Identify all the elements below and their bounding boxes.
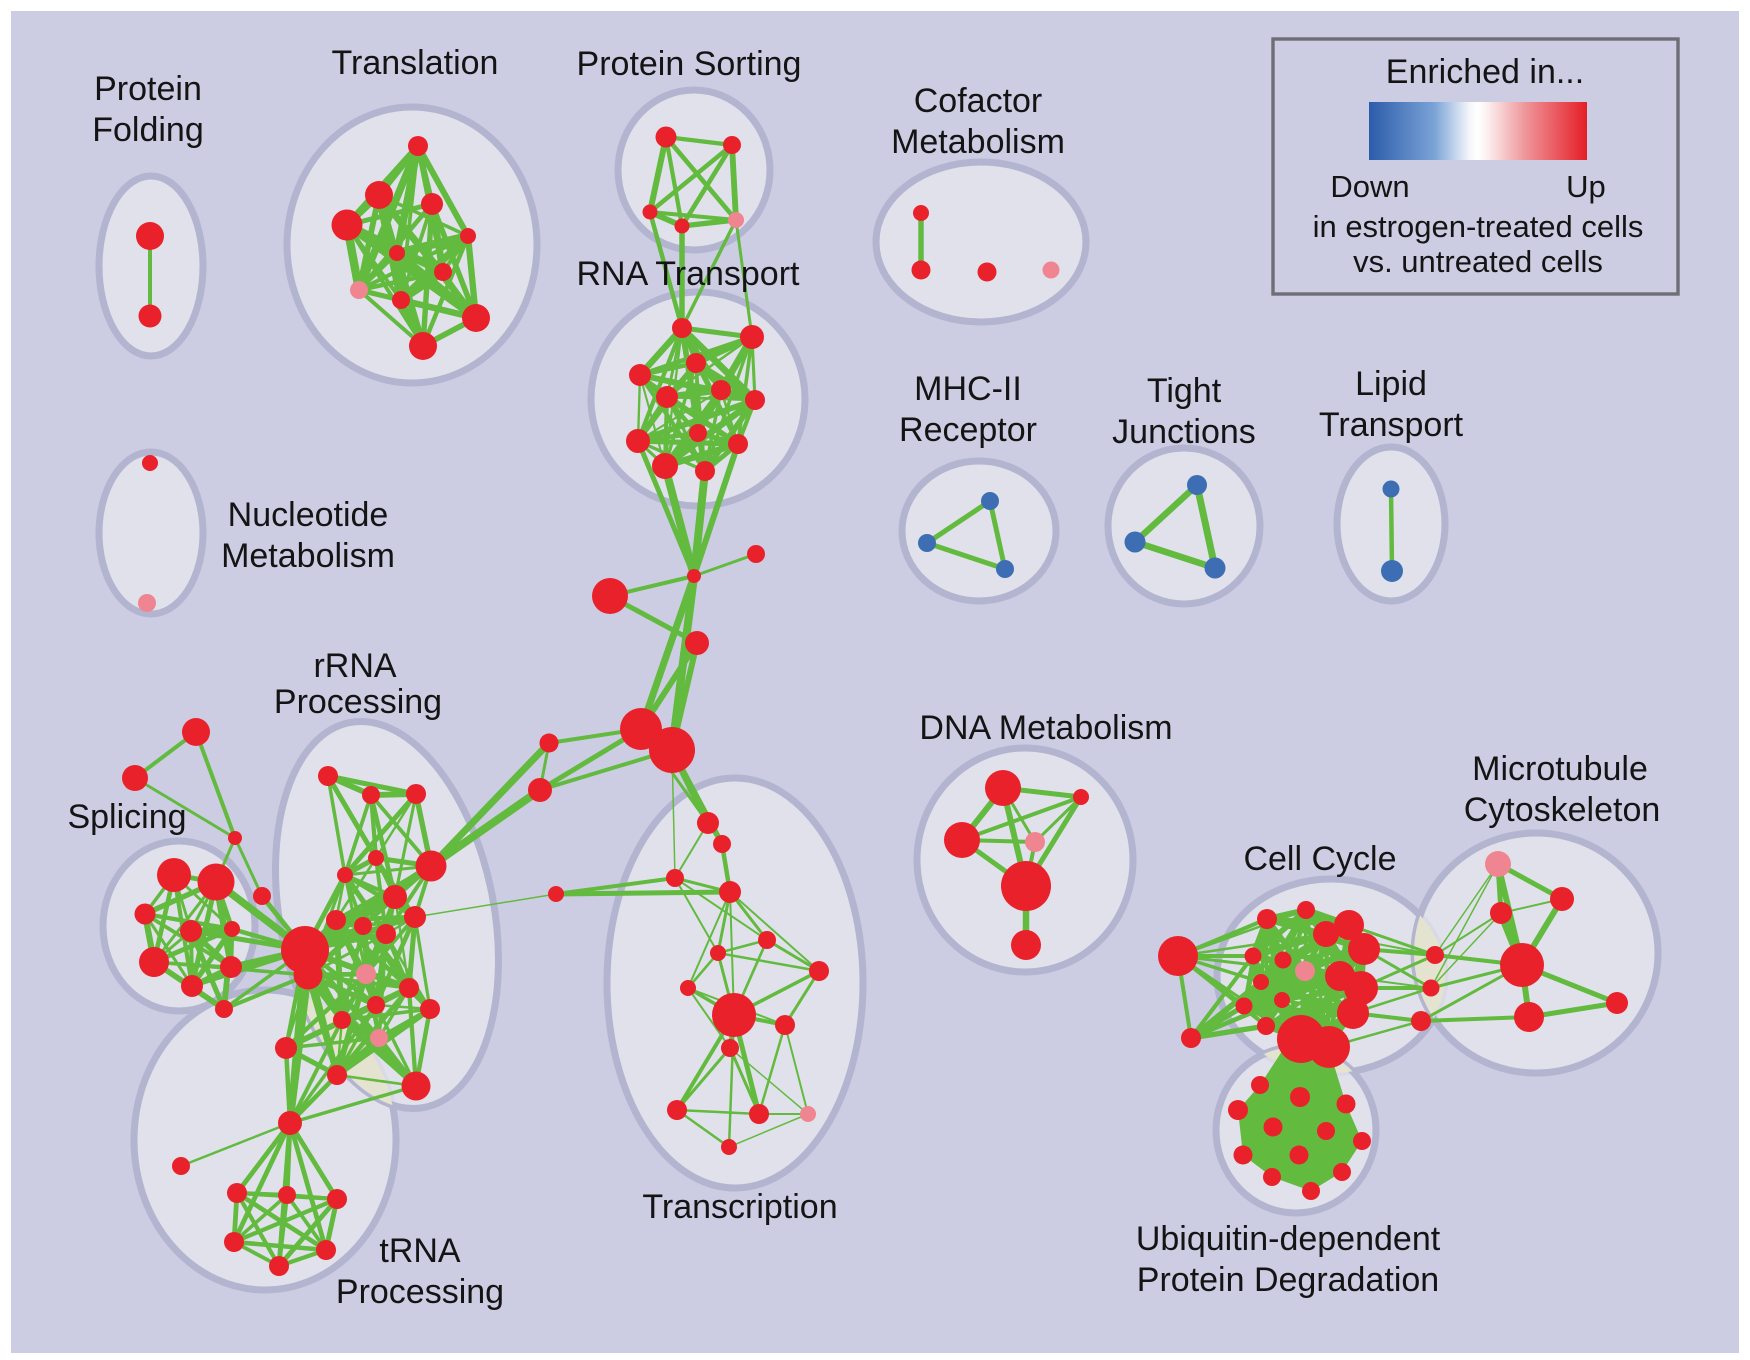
svg-text:RNA Transport: RNA Transport [577, 255, 801, 293]
svg-text:Protein Sorting: Protein Sorting [577, 45, 802, 83]
svg-text:Enriched in...: Enriched in... [1386, 53, 1584, 91]
svg-text:Protein Degradation: Protein Degradation [1137, 1261, 1439, 1299]
svg-text:Cytoskeleton: Cytoskeleton [1464, 791, 1661, 829]
svg-text:rRNA: rRNA [313, 647, 396, 685]
svg-text:Microtubule: Microtubule [1472, 750, 1648, 788]
svg-text:Ubiquitin-dependent: Ubiquitin-dependent [1136, 1220, 1441, 1258]
svg-text:Protein: Protein [94, 70, 202, 108]
svg-text:Lipid: Lipid [1355, 365, 1427, 403]
svg-text:Splicing: Splicing [67, 798, 186, 836]
svg-text:Receptor: Receptor [899, 411, 1037, 449]
svg-text:Translation: Translation [332, 44, 499, 82]
svg-text:Nucleotide: Nucleotide [228, 496, 389, 534]
svg-text:Up: Up [1566, 169, 1606, 204]
svg-text:Down: Down [1330, 169, 1409, 204]
svg-text:Metabolism: Metabolism [221, 537, 395, 575]
svg-text:vs. untreated cells: vs. untreated cells [1353, 244, 1603, 279]
svg-text:MHC-II: MHC-II [914, 370, 1022, 408]
svg-text:Folding: Folding [92, 111, 204, 149]
svg-text:Metabolism: Metabolism [891, 123, 1065, 161]
svg-text:Transcription: Transcription [642, 1188, 837, 1226]
svg-text:Cofactor: Cofactor [914, 82, 1043, 120]
svg-text:Tight: Tight [1147, 372, 1222, 410]
svg-text:Transport: Transport [1319, 406, 1464, 444]
svg-text:in estrogen-treated cells: in estrogen-treated cells [1313, 209, 1644, 244]
svg-text:Junctions: Junctions [1112, 413, 1256, 451]
svg-text:DNA Metabolism: DNA Metabolism [919, 709, 1172, 747]
svg-text:tRNA: tRNA [379, 1232, 461, 1270]
svg-text:Processing: Processing [336, 1273, 504, 1311]
svg-text:Cell Cycle: Cell Cycle [1243, 840, 1396, 878]
svg-text:Processing: Processing [274, 683, 442, 721]
